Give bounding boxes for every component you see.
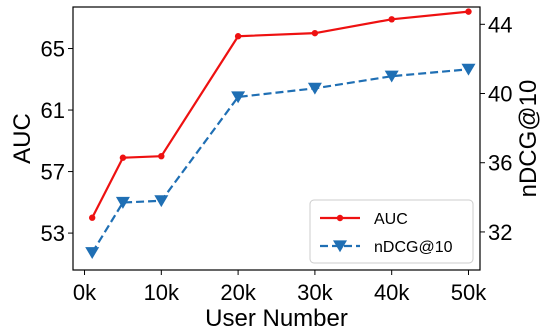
series-1-point-1 [115, 196, 130, 209]
y-left-tick-label: 57 [41, 160, 65, 185]
series-1-point-5 [384, 70, 399, 83]
legend-label-1: nDCG@10 [374, 239, 453, 256]
y-left-tick-label: 65 [41, 37, 65, 62]
series-0-point-4 [311, 29, 319, 37]
x-tick-label: 40k [374, 280, 410, 305]
y-left-tick-label: 61 [41, 98, 65, 123]
y-right-tick-label: 40 [488, 82, 512, 107]
series-line-0 [91, 10, 469, 219]
x-tick-label: 50k [451, 280, 487, 305]
x-tick-label: 0k [73, 280, 97, 305]
series-0-point-5 [388, 16, 395, 23]
series-0-point-1 [119, 154, 127, 161]
x-tick-label: 20k [220, 280, 256, 305]
series-0-point-0 [88, 214, 96, 221]
legend-marker-1 [333, 240, 347, 253]
series-1-point-0 [85, 247, 100, 259]
legend-label-0: AUC [374, 211, 408, 228]
series-0-point-6 [465, 8, 472, 15]
legend-box [309, 199, 474, 264]
legend-marker-0 [336, 214, 344, 222]
y-right-tick-label: 44 [488, 12, 512, 37]
series-0-point-2 [158, 152, 165, 160]
y-left-tick-label: 53 [41, 221, 65, 246]
y-right-tick-label: 32 [488, 220, 512, 245]
series-1-point-6 [461, 63, 476, 76]
x-axis-title: User Number [205, 305, 348, 331]
plot-frame [72, 6, 481, 271]
y-left-axis-title: AUC [9, 113, 36, 164]
x-tick-label: 30k [297, 280, 333, 305]
y-right-tick-label: 36 [488, 151, 512, 176]
series-1-point-3 [231, 91, 246, 104]
series-1-point-4 [307, 82, 322, 95]
series-0-point-3 [234, 33, 242, 40]
x-tick-label: 10k [144, 280, 180, 305]
series-1-point-2 [154, 195, 169, 208]
y-right-axis-title: nDCG@10 [515, 80, 542, 198]
